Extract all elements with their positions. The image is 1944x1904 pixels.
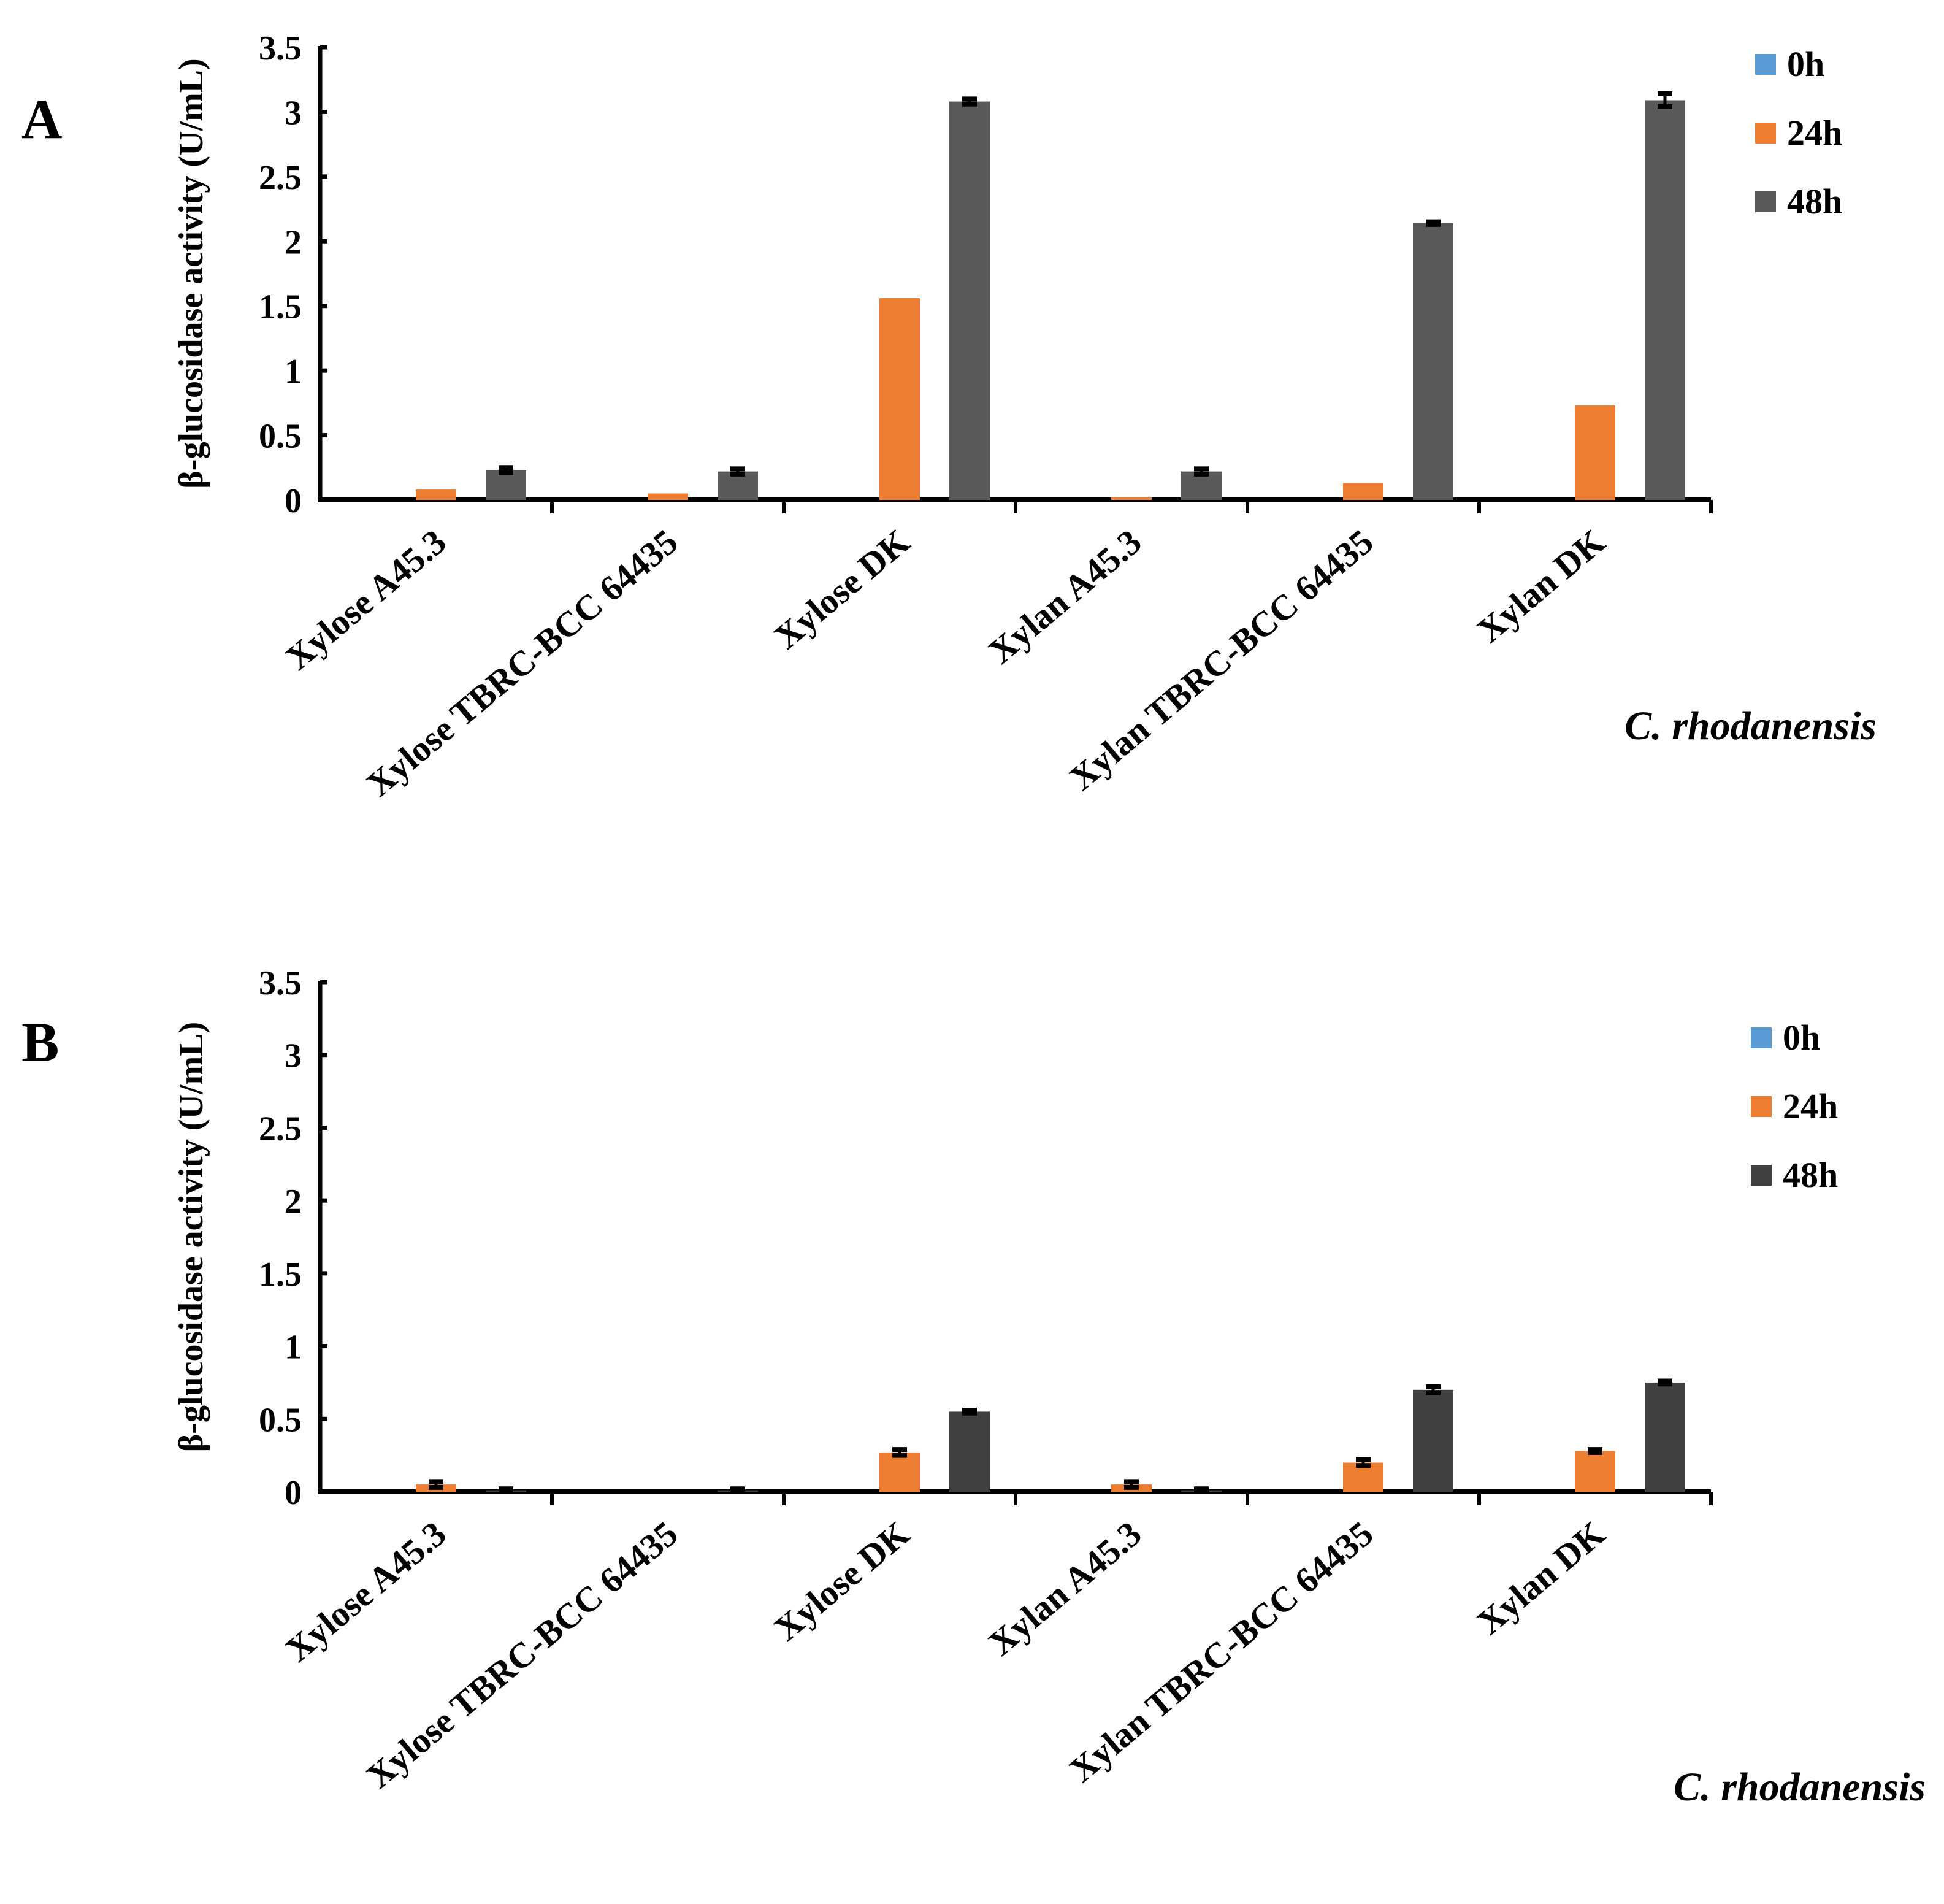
bar-24h xyxy=(1111,497,1152,500)
y-tick-label: 1.5 xyxy=(259,1256,302,1294)
y-tick-label: 2 xyxy=(285,1183,302,1221)
y-tick-label: 3.5 xyxy=(259,29,302,67)
y-tick-label: 2 xyxy=(285,223,302,261)
y-tick-label: 0.5 xyxy=(259,418,302,456)
y-tick-label: 1 xyxy=(285,1329,302,1367)
y-axis-label: β-glucosidase activity (U/mL) xyxy=(172,58,210,488)
bar-24h xyxy=(879,298,920,500)
chart-panel-a: A 0 0.5 1 1.5 2 2.5 3 3.5 β-glucosidase activity … xyxy=(21,29,1877,804)
legend-label: 24h xyxy=(1787,113,1842,153)
legend-label: 48h xyxy=(1783,1155,1838,1195)
bar-24h xyxy=(1575,1451,1615,1492)
y-axis-label: β-glucosidase activity (U/mL) xyxy=(172,1022,210,1452)
legend-swatch-24h xyxy=(1755,123,1776,144)
y-tick-label: 1 xyxy=(285,353,302,391)
y-tick-label: 2.5 xyxy=(259,1110,302,1148)
y-tick-label: 3 xyxy=(285,94,302,132)
y-tick-label: 0 xyxy=(285,1474,302,1512)
bar-48h xyxy=(1645,100,1685,501)
legend-swatch-48h xyxy=(1751,1165,1772,1186)
panel-label: A xyxy=(21,88,62,150)
x-axis-label: C. rhodanensis xyxy=(1624,704,1877,748)
chart-panel-b: B 0 0.5 1 1.5 2 2.5 3 3.5 β-glucosidase activity … xyxy=(21,964,1926,1810)
bar-24h xyxy=(879,1452,920,1492)
y-tick-label: 0 xyxy=(285,482,302,520)
x-tick-label: Xylan A45.3 xyxy=(981,1513,1149,1664)
legend-label: 0h xyxy=(1787,44,1824,84)
bar-48h xyxy=(949,1411,990,1492)
panel-label: B xyxy=(21,1011,59,1073)
bar-24h xyxy=(416,489,456,500)
y-tick-label: 3.5 xyxy=(259,964,302,1002)
x-tick-label: Xylose DK xyxy=(767,1513,917,1649)
bar-48h xyxy=(949,101,990,500)
bar-48h xyxy=(1645,1382,1685,1492)
legend-label: 0h xyxy=(1783,1018,1820,1058)
legend-label: 48h xyxy=(1787,182,1842,221)
legend-swatch-0h xyxy=(1751,1027,1772,1048)
legend-swatch-24h xyxy=(1751,1096,1772,1117)
y-tick-label: 0.5 xyxy=(259,1401,302,1439)
legend-label: 24h xyxy=(1783,1086,1838,1126)
x-tick-label: Xylan DK xyxy=(1469,521,1612,650)
bar-48h xyxy=(1413,223,1453,500)
legend-swatch-0h xyxy=(1755,54,1776,75)
x-axis-label: C. rhodanensis xyxy=(1674,1765,1926,1810)
x-tick-label: Xylan A45.3 xyxy=(981,521,1149,672)
bar-24h xyxy=(1343,483,1383,500)
x-tick-label: Xylan DK xyxy=(1469,1513,1612,1642)
y-tick-label: 3 xyxy=(285,1037,302,1075)
legend-swatch-48h xyxy=(1755,191,1776,212)
x-tick-label: Xylose A45.3 xyxy=(278,1513,453,1670)
x-tick-label: Xylose A45.3 xyxy=(278,521,453,678)
bar-48h xyxy=(1413,1389,1453,1492)
y-tick-label: 2.5 xyxy=(259,159,302,197)
x-tick-label: Xylose DK xyxy=(767,521,917,657)
y-tick-label: 1.5 xyxy=(259,288,302,326)
bar-24h xyxy=(648,493,688,500)
bar-24h xyxy=(1575,405,1615,500)
